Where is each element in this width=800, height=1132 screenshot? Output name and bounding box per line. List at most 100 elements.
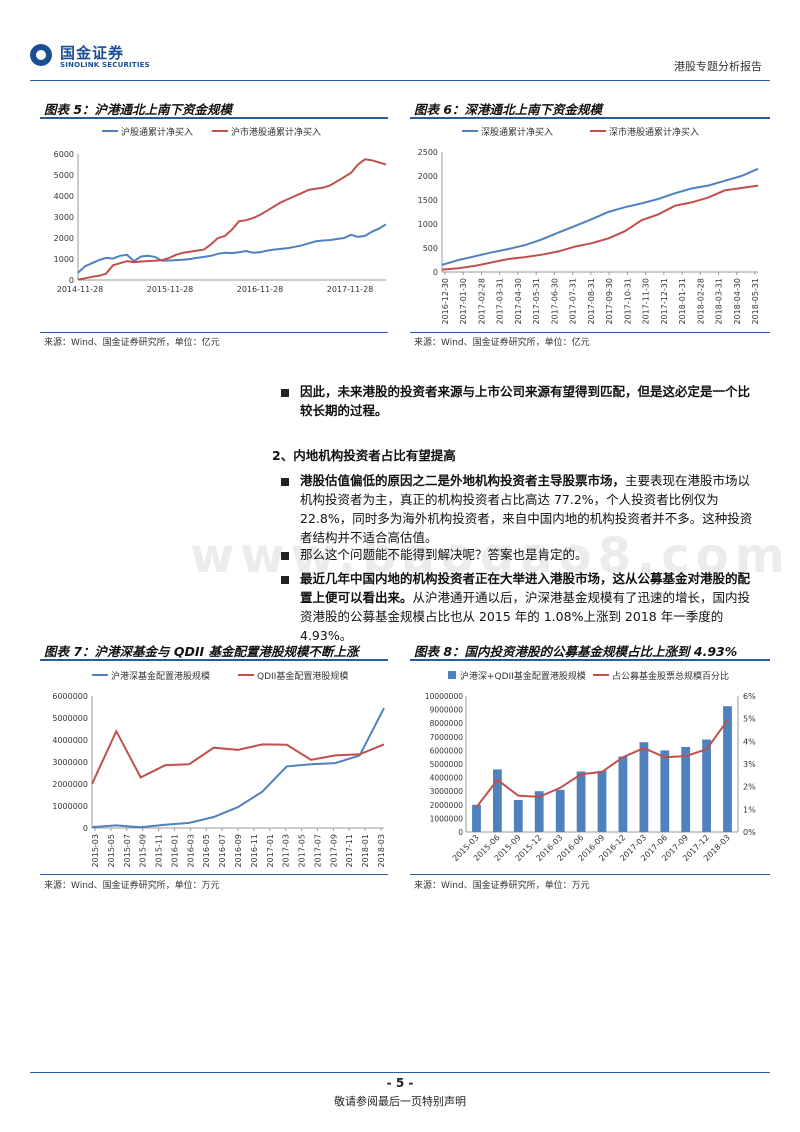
- fig7-plot-xtick: 2015-07: [123, 834, 132, 867]
- fig7-plot-ytick: 1000000: [52, 802, 88, 811]
- fig7-title: 图表 7：沪港深基金与 QDII 基金配置港股规模不断上涨: [44, 644, 359, 659]
- fig6-chart: 深股通累计净买入 深市港股通累计净买入 0 500 1000 1500 2000 2500…: [418, 126, 760, 325]
- fig8-ytick: 2000000: [430, 801, 464, 810]
- fig7-plot-xtick: 2016-09: [234, 834, 243, 867]
- paragraph-4: 最近几年中国内地的机构投资者正在大举进入港股市场，这从公募基金对港股的配置上便可…: [300, 569, 760, 645]
- fig8-ytick: 7000000: [430, 733, 464, 742]
- fig5-bottom-rule: [40, 332, 388, 333]
- fig8-chart: 沪港深+QDII基金配置港股规模 占公募基金股票总规模百分比 0 1000000 2…: [425, 670, 756, 863]
- fig6-source: 来源：Wind、国金证券研究所，单位：亿元: [414, 338, 590, 348]
- fig5-legend-1: 沪股通累计净买入: [121, 126, 193, 138]
- fig8-ytick: 9000000: [430, 706, 464, 715]
- fig6-plot-xtick: 2017-03-31: [496, 278, 505, 325]
- paragraph-1-text: 因此，未来港股的投资者来源与上市公司来源有望得到匹配，但是这必定是一个比较长期的…: [300, 384, 751, 418]
- fig8-y2tick: 4%: [743, 737, 756, 746]
- fig5-plot-ytick: 6000: [54, 150, 74, 159]
- paragraph-2-bold: 港股估值偏低的原因之二是外地机构投资者主导股票市场，: [300, 473, 626, 488]
- fig7-plot-xtick: 2015-05: [107, 834, 116, 867]
- fig5-plot-ytick: 3000: [54, 213, 74, 222]
- fig7-plot-ytick: 5000000: [52, 714, 88, 723]
- fig5-plot-xtick: 2014-11-28: [57, 285, 104, 294]
- fig7-plot-xtick: 2016-03: [186, 834, 195, 867]
- fig5-plot-ytick: 4000: [54, 192, 74, 201]
- fig8-bar: [513, 800, 523, 832]
- fig5-plot-xtick: 2016-11-28: [237, 285, 284, 294]
- fig7-plot-xtick: 2017-11: [345, 834, 354, 867]
- fig6-plot-ytick: 2500: [418, 148, 438, 157]
- fig8-bar: [723, 706, 732, 832]
- paragraph-1: 因此，未来港股的投资者来源与上市公司来源有望得到匹配，但是这必定是一个比较长期的…: [300, 382, 760, 420]
- fig8-legend-2: 占公募基金股票总规模百分比: [612, 670, 729, 682]
- fig5-title: 图表 5：沪港通北上南下资金规模: [44, 102, 233, 117]
- fig8-bar: [639, 742, 649, 832]
- fig6-plot-xtick: 2016-12-30: [441, 278, 450, 325]
- fig8-bottom-rule: [410, 874, 770, 875]
- fig8-ytick: 10000000: [425, 692, 463, 701]
- fig7-plot-xtick: 2016-07: [218, 834, 227, 867]
- fig6-bottom-rule: [410, 332, 770, 333]
- fig7-plot-series-2-line: [91, 728, 385, 785]
- fig8-ytick: 1000000: [430, 814, 464, 823]
- fig6-plot-xtick: 2017-12-31: [660, 278, 669, 325]
- fig8-bar: [681, 747, 691, 832]
- fig6-plot-xtick: 2018-02-28: [696, 278, 705, 325]
- bullet-3: [281, 552, 289, 560]
- fig7-plot-ytick: 3000000: [52, 758, 88, 767]
- fig8-legend: 沪港深+QDII基金配置港股规模 占公募基金股票总规模百分比: [448, 670, 729, 682]
- fig8-top-rule: [410, 659, 770, 661]
- footer-divider: [30, 1072, 770, 1073]
- fig5-top-rule: [40, 117, 388, 119]
- watermark: www.baogao8.com: [190, 528, 791, 584]
- fig8-ytick: 0: [458, 828, 463, 837]
- fig8-y2tick: 6%: [743, 692, 756, 701]
- fig7-plot-xtick: 2016-01: [170, 834, 179, 867]
- fig6-plot-xtick: 2017-04-30: [514, 278, 523, 325]
- fig7-legend: 沪港深基金配置港股规模 QDII基金配置港股规模: [92, 670, 348, 682]
- fig6-plot-xtick: 2017-10-31: [623, 278, 632, 325]
- fig5-legend-2: 沪市港股通累计净买入: [231, 126, 321, 138]
- fig8-title: 图表 8：国内投资港股的公募基金规模占比上涨到 4.93%: [414, 644, 738, 659]
- fig5-plot-ytick: 2000: [54, 234, 74, 243]
- fig6-plot-ytick: 1000: [418, 220, 438, 229]
- company-logo: 国金证券 SINOLINK SECURITIES: [30, 42, 150, 74]
- footer-note: 敬请参阅最后一页特别声明: [334, 1095, 466, 1108]
- fig8-bar: [555, 789, 565, 832]
- fig5-source: 来源：Wind、国金证券研究所，单位：亿元: [44, 338, 220, 348]
- fig7-plot-ytick: 2000000: [52, 780, 88, 789]
- fig7-plot-xtick: 2017-03: [282, 834, 291, 867]
- fig5-plot-series-1-line: [77, 223, 387, 274]
- fig6-plot-area: 0 500 1000 1500 2000 2500 2016-12-30 2017-01-30…: [418, 148, 760, 325]
- fig8-ytick: 5000000: [430, 760, 464, 769]
- fig6-legend: 深股通累计净买入 深市港股通累计净买入: [462, 126, 699, 138]
- fig6-plot-ytick: 500: [423, 244, 438, 253]
- fig6-plot-xtick: 2017-06-30: [550, 278, 559, 325]
- fig6-top-rule: [410, 117, 770, 119]
- logo-text-en: SINOLINK SECURITIES: [60, 61, 150, 69]
- fig8-source: 来源：Wind、国金证券研究所，单位：万元: [414, 881, 590, 891]
- fig8-y2tick: 2%: [743, 783, 756, 792]
- fig8-bar: [597, 770, 607, 832]
- logo-mark-inner: [36, 50, 46, 60]
- fig7-plot-xtick: 2015-11: [155, 834, 164, 867]
- fig5-plot-ytick: 1000: [54, 255, 74, 264]
- paragraph-2-rest: 主要表现在港股市场以机构投资者为主，真正的机构投资者占比高达 77.2%，个人投…: [300, 473, 753, 545]
- page-number: - 5 -: [386, 1076, 414, 1090]
- fig7-plot-series-1-line: [91, 707, 385, 829]
- fig7-plot-xtick: 2017-09: [329, 834, 338, 867]
- fig8-bar: [576, 771, 586, 832]
- fig8-ytick: 6000000: [430, 746, 464, 755]
- fig7-plot-ytick: 0: [83, 824, 88, 833]
- fig6-plot-series-1-line: [441, 167, 759, 266]
- fig8-y2tick: 0%: [743, 828, 756, 837]
- bullet-1: [281, 389, 289, 397]
- fig6-plot-xtick: 2017-07-31: [569, 278, 578, 325]
- fig6-plot-xtick: 2018-03-31: [715, 278, 724, 325]
- fig8-ytick: 8000000: [430, 719, 464, 728]
- paragraph-4-rest: 从沪港通开通以后，沪深港基金规模有了迅速的增长，国内投资港股的公募基金规模占比也…: [300, 590, 751, 643]
- fig5-plot-area: 0 1000 2000 3000 4000 5000 6000 2014-11-28 2015-…: [54, 150, 387, 294]
- fig6-legend-1: 深股通累计净买入: [481, 126, 553, 138]
- fig6-plot-xtick: 2018-04-30: [733, 278, 742, 325]
- fig7-plot-xtick: 2016-05: [202, 834, 211, 867]
- fig7-legend-1: 沪港深基金配置港股规模: [111, 670, 210, 682]
- fig7-legend-2: QDII基金配置港股规模: [257, 670, 348, 682]
